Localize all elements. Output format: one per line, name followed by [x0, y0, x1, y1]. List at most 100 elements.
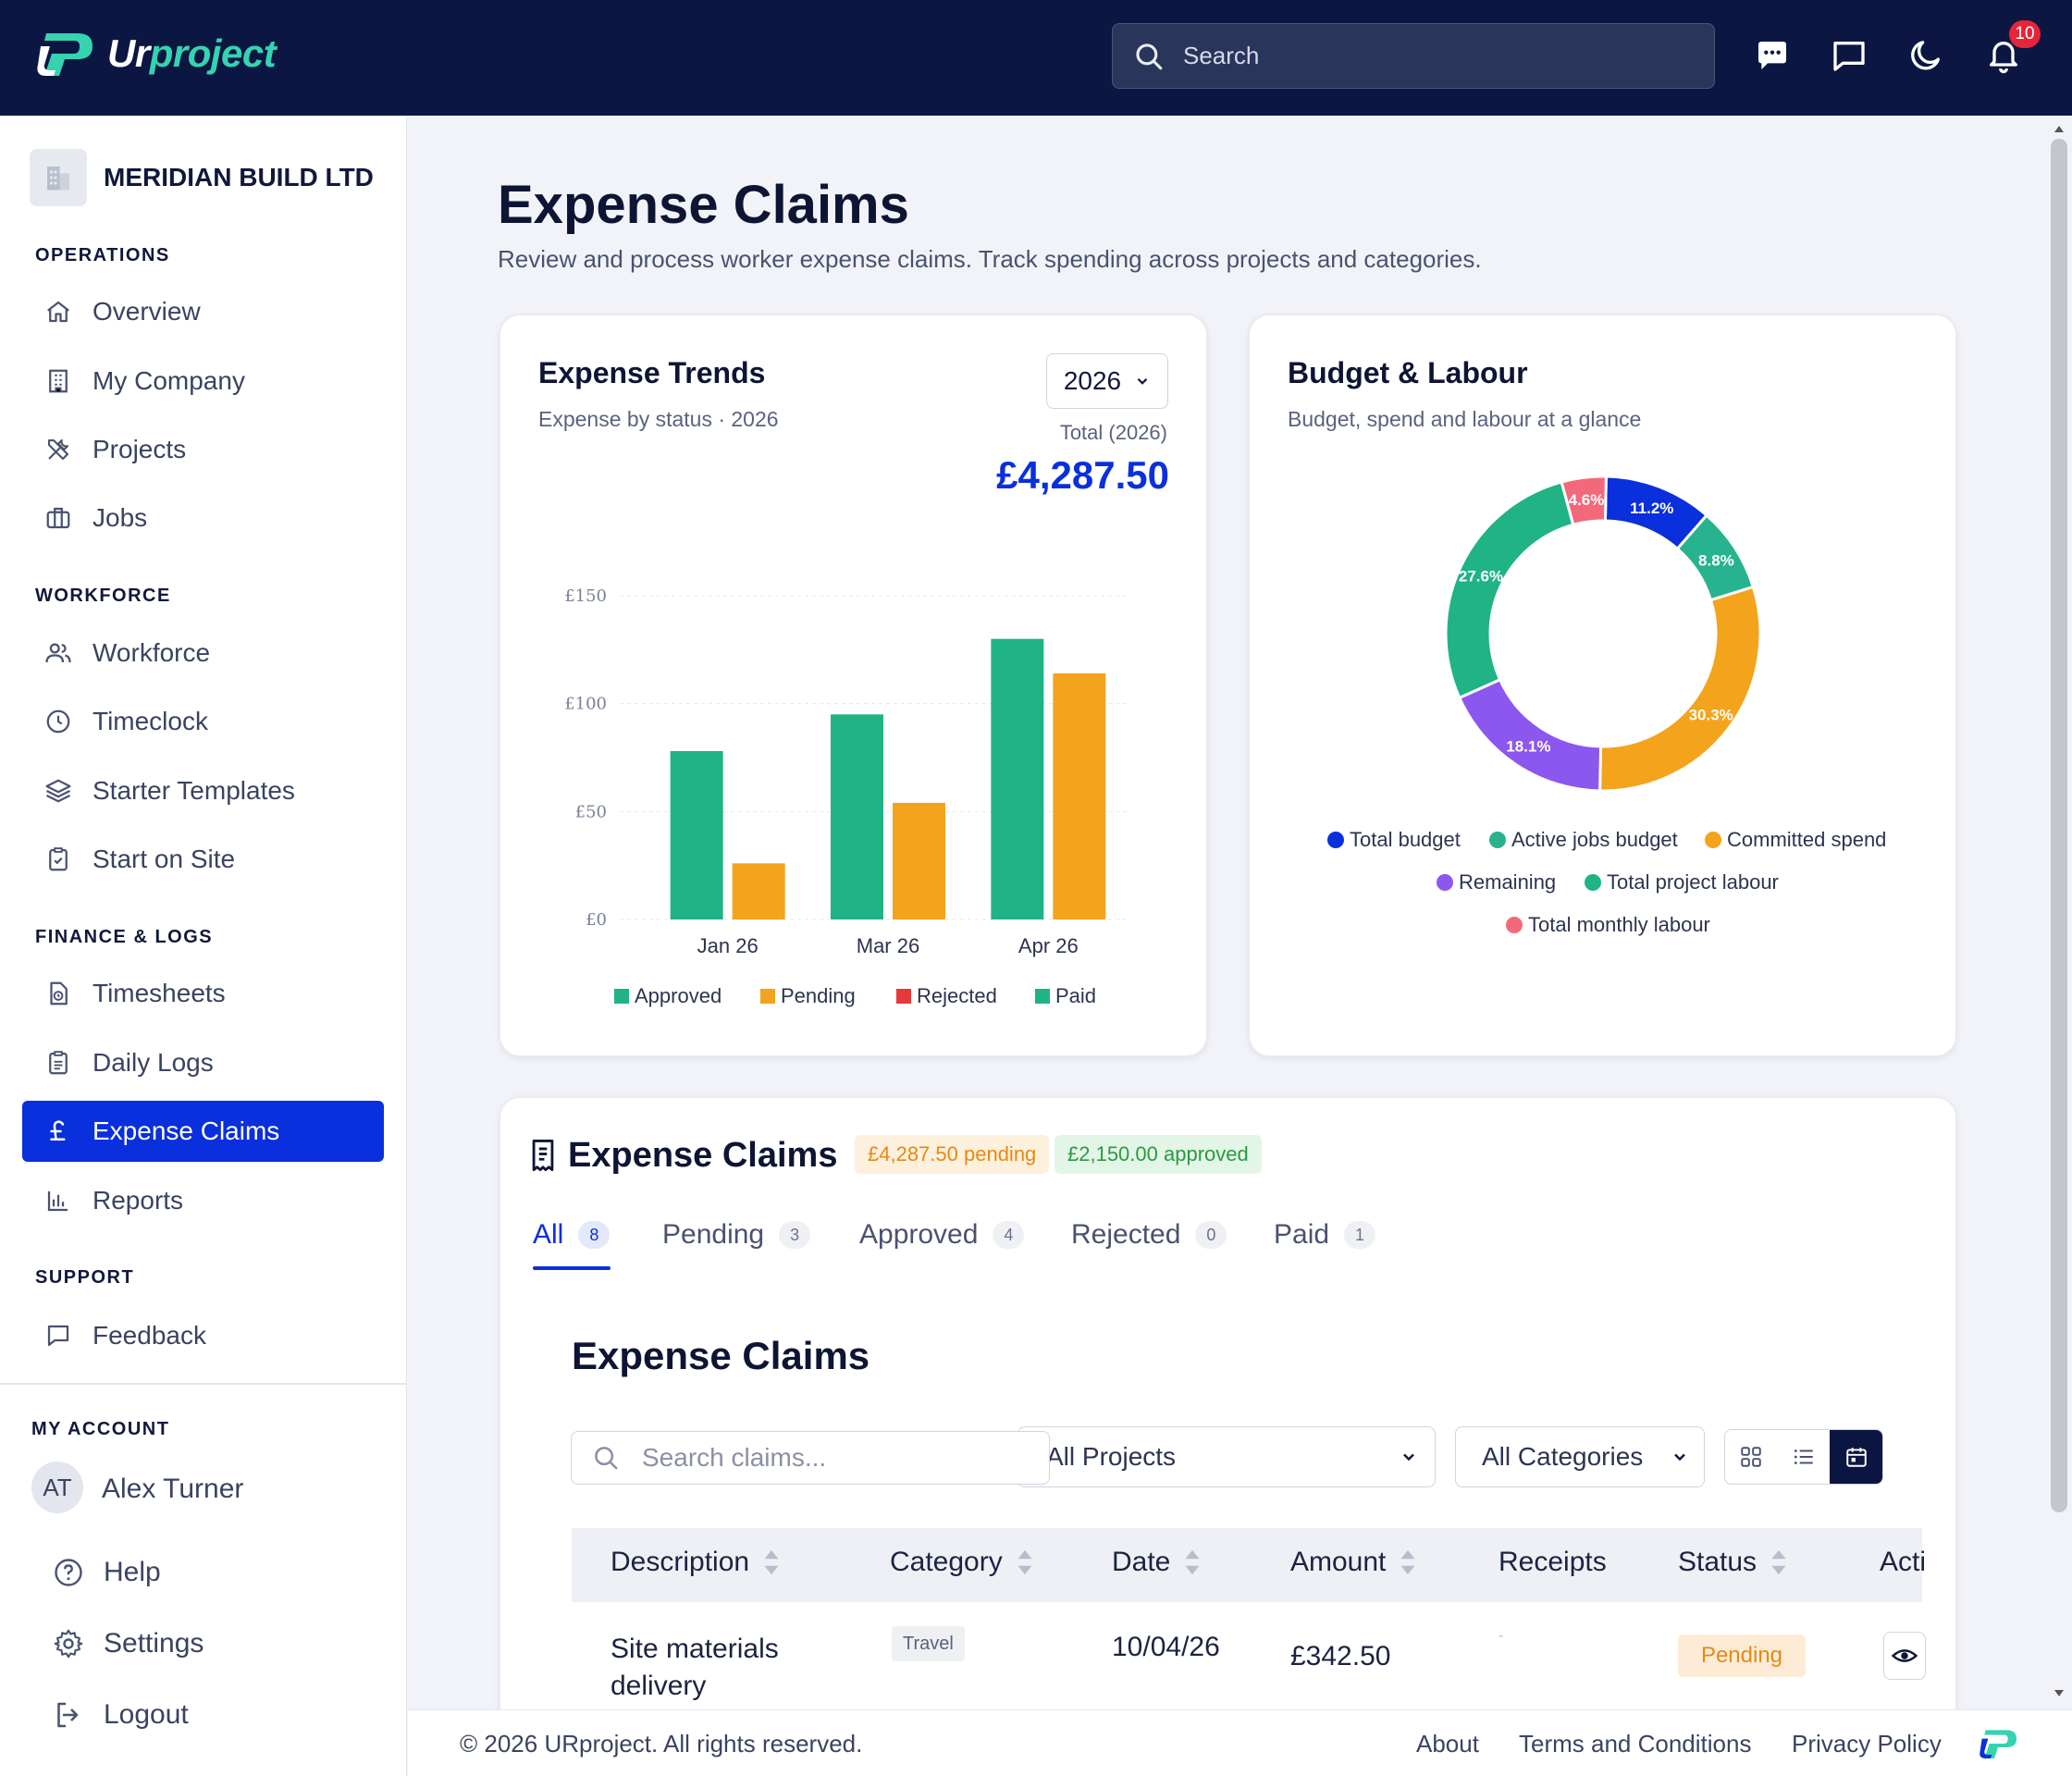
global-search[interactable]: Search: [1112, 23, 1715, 89]
sidebar-item-projects[interactable]: Projects: [22, 419, 384, 480]
legend-item[interactable]: Remaining: [1437, 870, 1556, 894]
legend-label: Committed spend: [1727, 828, 1887, 851]
legend-item-pending[interactable]: Pending: [760, 984, 856, 1008]
expense-bar-chart: £0 £50 £100 £150 Jan 26 Mar 26 Apr 26: [564, 586, 1128, 957]
claims-search-input[interactable]: Search claims...: [571, 1431, 1050, 1485]
donut-slice[interactable]: [1444, 480, 1575, 700]
tab-approved[interactable]: Approved 4: [859, 1219, 1025, 1251]
legend-swatch: [1437, 874, 1453, 891]
sidebar-item-label: Workforce: [92, 638, 211, 667]
search-icon: [595, 1447, 618, 1470]
approved-total-pill: £2,150.00 approved: [1054, 1135, 1262, 1174]
calendar-view-button[interactable]: [1830, 1430, 1882, 1484]
settings-label: Settings: [104, 1628, 204, 1659]
logout-link[interactable]: Logout: [52, 1698, 189, 1732]
eye-icon: [1891, 1649, 1918, 1662]
legend-item-paid[interactable]: Paid: [1035, 984, 1096, 1008]
sidebar-item-label: Overview: [92, 297, 201, 326]
y-tick-label: £150: [564, 586, 607, 606]
legend-item[interactable]: Active jobs budget: [1489, 828, 1678, 852]
tab-paid[interactable]: Paid 1: [1274, 1219, 1376, 1251]
year-select[interactable]: 2026: [1046, 353, 1168, 409]
legend-item[interactable]: Total budget: [1327, 828, 1461, 852]
category-filter-select[interactable]: All Categories: [1455, 1426, 1705, 1487]
x-tick-label: Apr 26: [1018, 934, 1079, 957]
legend-item-approved[interactable]: Approved: [614, 984, 722, 1008]
footer-about-link[interactable]: About: [1416, 1730, 1479, 1758]
bar-approved[interactable]: [670, 751, 723, 919]
message-icon[interactable]: [1831, 37, 1868, 74]
sidebar-item-workforce[interactable]: Workforce: [22, 623, 384, 684]
sidebar-item-my-company[interactable]: My Company: [22, 351, 384, 412]
sidebar-item-label: Timesheets: [92, 979, 226, 1007]
project-filter-value: All Projects: [1046, 1442, 1177, 1471]
chat-bubble-icon[interactable]: [1754, 37, 1791, 74]
donut-slice[interactable]: [1560, 475, 1608, 527]
grid-view-button[interactable]: [1725, 1430, 1778, 1484]
column-header[interactable]: Date: [1112, 1547, 1202, 1578]
avatar[interactable]: AT: [31, 1462, 83, 1513]
bar-pending[interactable]: [893, 803, 945, 919]
legend-label: Approved: [635, 984, 722, 1007]
sidebar-item-reports[interactable]: Reports: [22, 1170, 384, 1231]
column-header-label: Receipts: [1498, 1547, 1607, 1577]
help-link[interactable]: Help: [52, 1556, 161, 1589]
dark-mode-moon-icon[interactable]: [1907, 37, 1944, 74]
page-scrollbar[interactable]: [2046, 120, 2072, 1702]
legend-item-rejected[interactable]: Rejected: [896, 984, 997, 1008]
settings-link[interactable]: Settings: [52, 1627, 204, 1660]
logo-prefix: Ur: [107, 31, 150, 75]
column-header[interactable]: Status: [1678, 1547, 1788, 1578]
bar-pending[interactable]: [1053, 673, 1106, 919]
org-switcher[interactable]: MERIDIAN BUILD LTD: [30, 149, 374, 206]
sidebar-item-timesheets[interactable]: Timesheets: [22, 963, 384, 1024]
footer-terms-link[interactable]: Terms and Conditions: [1519, 1730, 1752, 1758]
tab-rejected[interactable]: Rejected 0: [1071, 1219, 1227, 1251]
sidebar-item-daily-logs[interactable]: Daily Logs: [22, 1032, 384, 1093]
legend-item[interactable]: Committed spend: [1705, 828, 1886, 852]
project-filter-select[interactable]: All Projects: [1018, 1426, 1436, 1487]
bar-chart-icon: [47, 1191, 68, 1212]
bar-approved[interactable]: [831, 714, 883, 919]
budget-subtitle: Budget, spend and labour at a glance: [1288, 407, 1642, 431]
column-header[interactable]: Category: [890, 1547, 1034, 1578]
list-view-button[interactable]: [1778, 1430, 1831, 1484]
description-line: delivery: [610, 1671, 707, 1701]
grid-icon: [1741, 1447, 1762, 1467]
sidebar-item-starter-templates[interactable]: Starter Templates: [22, 760, 384, 821]
bar-pending[interactable]: [732, 863, 785, 919]
year-select-value: 2026: [1063, 366, 1122, 395]
legend-item[interactable]: Total monthly labour: [1506, 913, 1710, 937]
sort-icon: [1771, 1549, 1786, 1575]
sidebar-item-expense-claims[interactable]: Expense Claims: [22, 1101, 384, 1162]
column-header-label: Category: [890, 1547, 1003, 1577]
building-icon: [49, 369, 68, 393]
sidebar-item-jobs[interactable]: Jobs: [22, 487, 384, 549]
sort-icon: [1185, 1549, 1200, 1575]
donut-slice[interactable]: [1598, 585, 1762, 793]
budget-donut-chart: 11.2% 8.8% 30.3% 18.1% 27.6% 4.6%: [1444, 475, 1762, 793]
column-header[interactable]: Amount: [1290, 1547, 1417, 1578]
legend-item[interactable]: Total project labour: [1585, 870, 1779, 894]
donut-slice[interactable]: [1457, 677, 1603, 793]
bar-approved[interactable]: [991, 638, 1044, 919]
legend-label: Remaining: [1459, 870, 1557, 894]
notification-bell-icon[interactable]: [1985, 37, 2022, 74]
tab-all[interactable]: All 8: [533, 1219, 610, 1251]
sidebar-item-feedback[interactable]: Feedback: [22, 1305, 384, 1366]
scroll-down-arrow-icon: [2054, 1690, 2064, 1696]
column-header[interactable]: Description: [610, 1547, 781, 1578]
briefcase-icon: [46, 507, 70, 529]
footer-privacy-link[interactable]: Privacy Policy: [1792, 1730, 1942, 1758]
budget-labour-card: [1249, 314, 1956, 1056]
sidebar-item-start-on-site[interactable]: Start on Site: [22, 829, 384, 890]
sidebar-item-overview[interactable]: Overview: [22, 281, 384, 342]
home-icon: [47, 301, 69, 323]
footer-logo-icon: [1980, 1730, 2016, 1758]
sidebar-item-timeclock[interactable]: Timeclock: [22, 691, 384, 752]
tab-pending[interactable]: Pending 3: [662, 1219, 811, 1251]
scrollbar-thumb[interactable]: [2051, 139, 2067, 1512]
sort-icon: [764, 1549, 779, 1575]
app-logo[interactable]: Urproject: [37, 28, 277, 80]
view-claim-button[interactable]: [1883, 1632, 1926, 1680]
